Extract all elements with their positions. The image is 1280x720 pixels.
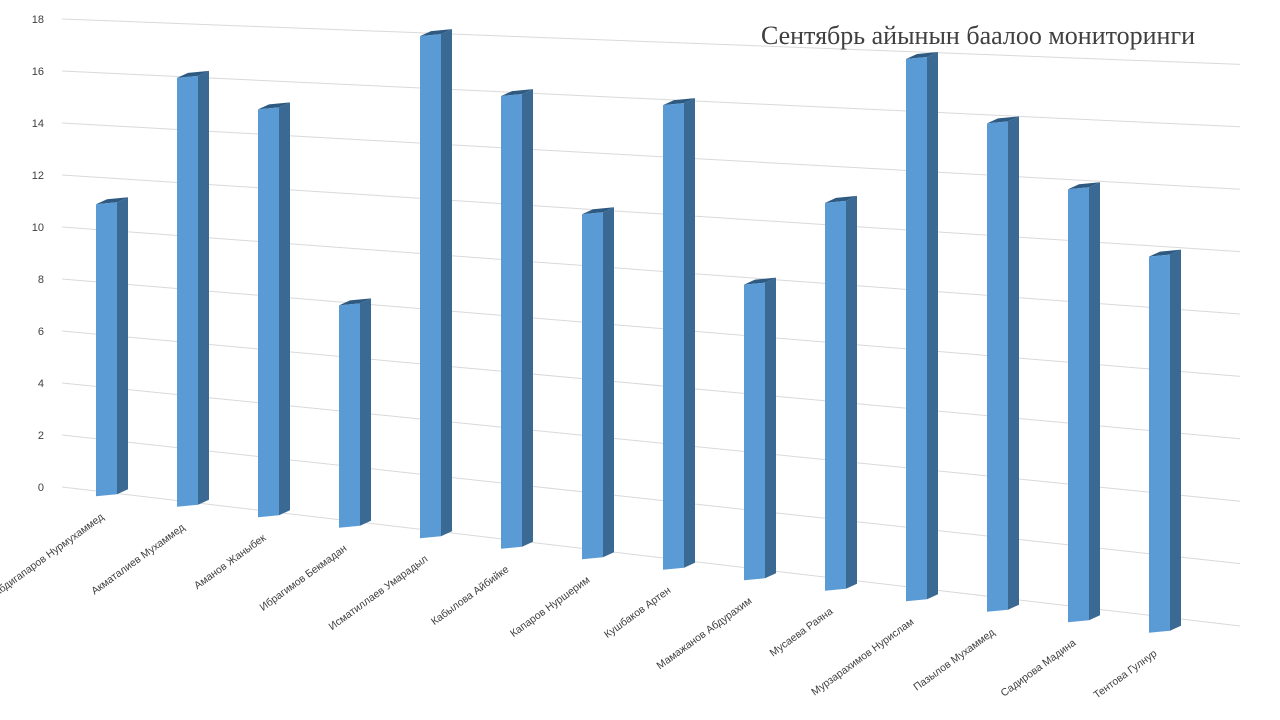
bar-side bbox=[684, 98, 695, 568]
gridline bbox=[61, 434, 1241, 565]
bar-front bbox=[582, 212, 603, 560]
gridline bbox=[61, 382, 1241, 502]
y-tick-label: 2 bbox=[38, 430, 44, 442]
chart-title: Сентябрь айынын баалоо мониторинги bbox=[761, 21, 1195, 50]
bar-top bbox=[987, 116, 1019, 124]
bar-top bbox=[420, 29, 452, 37]
gridline bbox=[61, 278, 1241, 377]
bar-front bbox=[501, 94, 522, 549]
bar-front bbox=[96, 202, 117, 497]
gridline bbox=[61, 122, 1241, 190]
bar-side bbox=[1170, 249, 1181, 631]
bar-front bbox=[420, 34, 441, 539]
bar-top bbox=[177, 70, 209, 78]
gridline bbox=[61, 18, 1241, 65]
y-tick-label: 10 bbox=[32, 222, 44, 234]
bar-front bbox=[177, 75, 198, 507]
x-category-label: Исматиллаев Умарадыл bbox=[327, 553, 431, 633]
x-category-label: Кабылова Айбийке bbox=[429, 563, 511, 627]
bar bbox=[258, 102, 290, 518]
bar-side bbox=[603, 207, 614, 558]
bar-front bbox=[906, 57, 927, 602]
x-category-label: Акматалиев Мухаммед bbox=[89, 521, 187, 597]
bar-top bbox=[1068, 182, 1100, 190]
bar-top bbox=[825, 195, 857, 203]
x-category-label: Тентова Гулнур bbox=[1091, 647, 1159, 701]
y-axis-tick-labels: 0 2 4 6 8 10 12 14 16 18 bbox=[32, 14, 44, 494]
bar-side bbox=[846, 195, 857, 589]
bar-side bbox=[1008, 116, 1019, 610]
y-tick-label: 4 bbox=[38, 378, 44, 390]
y-tick-label: 18 bbox=[32, 14, 44, 26]
bar-side bbox=[198, 70, 209, 505]
gridline bbox=[61, 330, 1241, 440]
bar bbox=[96, 197, 128, 497]
bar bbox=[501, 89, 533, 549]
x-category-label: Пазылов Мухаммед bbox=[911, 626, 997, 693]
bar bbox=[987, 116, 1019, 612]
x-category-label: Садирова Мадина bbox=[999, 637, 1079, 700]
bar-front bbox=[339, 303, 360, 528]
bar bbox=[582, 207, 614, 560]
gridline bbox=[61, 70, 1241, 128]
y-tick-label: 0 bbox=[38, 482, 44, 494]
gridlines bbox=[61, 18, 1241, 627]
bar-side bbox=[1089, 182, 1100, 621]
bar bbox=[339, 298, 371, 528]
bars bbox=[96, 29, 1181, 633]
bar-side bbox=[927, 52, 938, 600]
bar bbox=[177, 70, 209, 507]
bar bbox=[906, 52, 938, 602]
x-category-label: Ибрагимов Бекмадан bbox=[258, 542, 350, 613]
y-tick-label: 6 bbox=[38, 326, 44, 338]
bar-front bbox=[1068, 187, 1089, 623]
y-tick-label: 12 bbox=[32, 170, 44, 182]
bar-top bbox=[258, 102, 290, 110]
bar-top bbox=[906, 52, 938, 60]
bar-side bbox=[765, 277, 776, 579]
bar bbox=[825, 195, 857, 591]
bar-side bbox=[360, 298, 371, 526]
x-category-label: Мамажанов Абдурахим bbox=[655, 595, 755, 672]
y-tick-label: 16 bbox=[32, 66, 44, 78]
bar bbox=[663, 98, 695, 570]
y-tick-label: 14 bbox=[32, 118, 44, 130]
bar bbox=[420, 29, 452, 539]
bar-top bbox=[744, 277, 776, 285]
x-category-label: Мурзарахимов Нурислам bbox=[809, 616, 916, 698]
bar-front bbox=[1149, 254, 1170, 633]
y-tick-label: 8 bbox=[38, 274, 44, 286]
bar-side bbox=[441, 29, 452, 537]
bar-front bbox=[663, 103, 684, 570]
bar-top bbox=[96, 197, 128, 205]
x-category-label: Капаров Нуршерим bbox=[508, 574, 592, 640]
x-category-label: Кушбаков Артен bbox=[602, 584, 673, 640]
bar-top bbox=[582, 207, 614, 215]
bar bbox=[744, 277, 776, 581]
x-category-label: Мусаева Раяна bbox=[768, 605, 836, 659]
bar-front bbox=[987, 121, 1008, 612]
x-category-label: Аманов Жаныбек bbox=[192, 532, 269, 592]
bar-top bbox=[1149, 249, 1181, 257]
bar-front bbox=[258, 107, 279, 518]
bar-side bbox=[522, 89, 533, 547]
bar-side bbox=[279, 102, 290, 516]
bar-top bbox=[501, 89, 533, 97]
bar-top bbox=[339, 298, 371, 306]
bar bbox=[1149, 249, 1181, 633]
bar-side bbox=[117, 197, 128, 495]
bar-front bbox=[744, 282, 765, 581]
bar-top bbox=[663, 98, 695, 106]
bar bbox=[1068, 182, 1100, 623]
bar-front bbox=[825, 200, 846, 591]
